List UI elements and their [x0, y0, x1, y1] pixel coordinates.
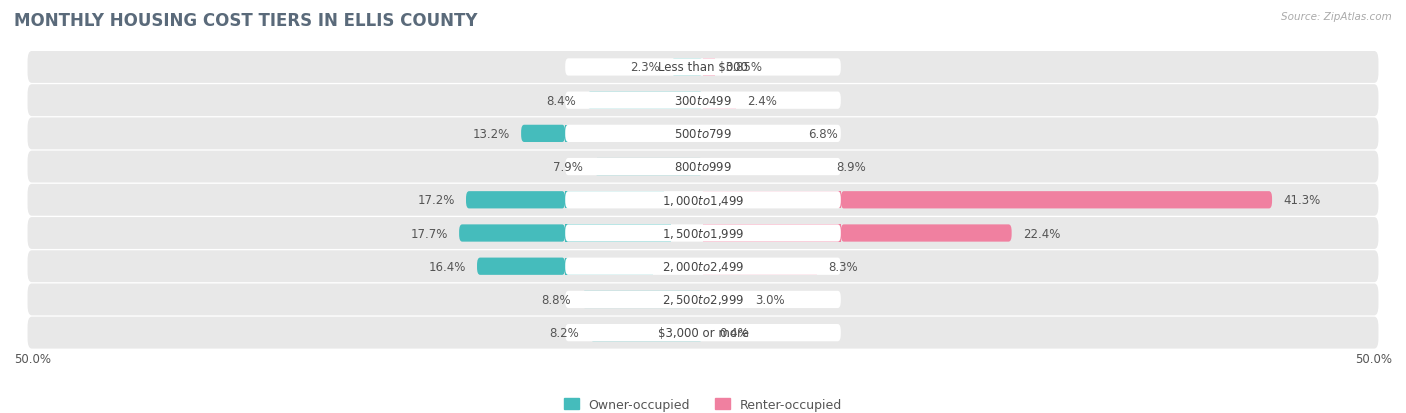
FancyBboxPatch shape	[565, 92, 841, 109]
Text: 50.0%: 50.0%	[1355, 352, 1392, 365]
FancyBboxPatch shape	[565, 126, 841, 142]
FancyBboxPatch shape	[477, 258, 565, 275]
FancyBboxPatch shape	[595, 159, 703, 176]
Bar	[565, 258, 654, 275]
Text: 3.0%: 3.0%	[755, 293, 785, 306]
Bar	[703, 225, 841, 242]
FancyBboxPatch shape	[28, 52, 1378, 84]
Text: 8.8%: 8.8%	[541, 293, 571, 306]
Legend: Owner-occupied, Renter-occupied: Owner-occupied, Renter-occupied	[564, 398, 842, 411]
FancyBboxPatch shape	[588, 92, 703, 109]
Text: 2.3%: 2.3%	[630, 61, 661, 74]
Text: MONTHLY HOUSING COST TIERS IN ELLIS COUNTY: MONTHLY HOUSING COST TIERS IN ELLIS COUN…	[14, 12, 478, 30]
Text: $800 to $999: $800 to $999	[673, 161, 733, 173]
Text: Less than $300: Less than $300	[658, 61, 748, 74]
FancyBboxPatch shape	[841, 192, 1272, 209]
Bar	[703, 92, 737, 109]
Text: 50.0%: 50.0%	[14, 352, 51, 365]
FancyBboxPatch shape	[591, 324, 703, 342]
Text: 6.8%: 6.8%	[807, 128, 838, 140]
Text: Source: ZipAtlas.com: Source: ZipAtlas.com	[1281, 12, 1392, 22]
FancyBboxPatch shape	[671, 59, 703, 76]
FancyBboxPatch shape	[460, 225, 565, 242]
FancyBboxPatch shape	[28, 317, 1378, 349]
FancyBboxPatch shape	[565, 324, 841, 342]
FancyBboxPatch shape	[565, 291, 841, 309]
Text: 17.2%: 17.2%	[418, 194, 456, 207]
FancyBboxPatch shape	[28, 284, 1378, 316]
FancyBboxPatch shape	[28, 218, 1378, 249]
Bar	[703, 291, 744, 309]
FancyBboxPatch shape	[522, 126, 565, 142]
FancyBboxPatch shape	[565, 258, 841, 275]
FancyBboxPatch shape	[565, 225, 841, 242]
FancyBboxPatch shape	[465, 192, 565, 209]
Text: 8.3%: 8.3%	[828, 260, 858, 273]
Text: 16.4%: 16.4%	[429, 260, 465, 273]
Text: 8.9%: 8.9%	[837, 161, 866, 173]
Text: $1,000 to $1,499: $1,000 to $1,499	[662, 193, 744, 207]
Bar	[565, 225, 671, 242]
Text: $500 to $799: $500 to $799	[673, 128, 733, 140]
FancyBboxPatch shape	[565, 59, 841, 76]
FancyBboxPatch shape	[28, 118, 1378, 150]
Text: 41.3%: 41.3%	[1284, 194, 1320, 207]
Text: 0.4%: 0.4%	[720, 326, 749, 339]
Text: $1,500 to $1,999: $1,500 to $1,999	[662, 226, 744, 240]
FancyBboxPatch shape	[565, 192, 841, 209]
FancyBboxPatch shape	[28, 251, 1378, 282]
Bar	[703, 324, 709, 342]
Bar	[703, 159, 825, 176]
Text: 7.9%: 7.9%	[553, 161, 583, 173]
Text: 0.85%: 0.85%	[725, 61, 762, 74]
Text: 2.4%: 2.4%	[747, 95, 778, 107]
FancyBboxPatch shape	[565, 159, 841, 176]
Text: 8.4%: 8.4%	[547, 95, 576, 107]
FancyBboxPatch shape	[28, 151, 1378, 183]
Text: 8.2%: 8.2%	[550, 326, 579, 339]
FancyBboxPatch shape	[28, 85, 1378, 117]
Bar	[565, 192, 665, 209]
Bar	[565, 126, 609, 142]
Text: $300 to $499: $300 to $499	[673, 95, 733, 107]
FancyBboxPatch shape	[28, 184, 1378, 216]
FancyBboxPatch shape	[841, 225, 1012, 242]
FancyBboxPatch shape	[582, 291, 703, 309]
Text: 22.4%: 22.4%	[1022, 227, 1060, 240]
Bar	[703, 59, 714, 76]
Text: 17.7%: 17.7%	[411, 227, 449, 240]
Text: $3,000 or more: $3,000 or more	[658, 326, 748, 339]
Bar	[703, 258, 817, 275]
Bar	[703, 192, 841, 209]
Text: 13.2%: 13.2%	[472, 128, 510, 140]
Text: $2,000 to $2,499: $2,000 to $2,499	[662, 260, 744, 273]
Text: $2,500 to $2,999: $2,500 to $2,999	[662, 293, 744, 307]
Bar	[703, 126, 797, 142]
